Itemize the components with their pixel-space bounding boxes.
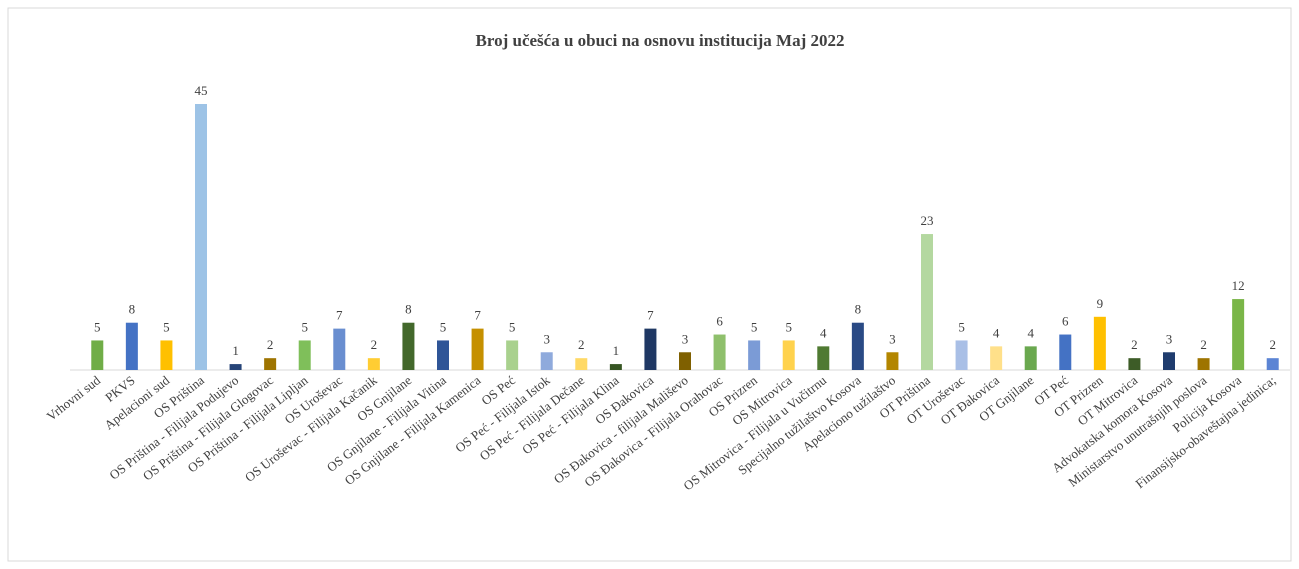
data-label: 5 <box>163 319 170 334</box>
bar <box>1128 358 1141 370</box>
bar <box>679 352 691 370</box>
bar <box>1197 358 1210 370</box>
data-label: 5 <box>301 319 308 334</box>
bar <box>921 234 933 370</box>
data-label: 8 <box>129 302 136 317</box>
bar <box>471 328 484 370</box>
data-label: 23 <box>921 213 934 228</box>
bar <box>540 352 553 370</box>
data-label: 1 <box>232 343 239 358</box>
data-label: 2 <box>1131 337 1138 352</box>
data-label: 2 <box>1269 337 1276 352</box>
data-label: 12 <box>1232 278 1245 293</box>
bar <box>990 346 1003 370</box>
data-label: 6 <box>716 314 723 329</box>
bar <box>1163 352 1175 370</box>
data-label: 1 <box>613 343 620 358</box>
data-label: 4 <box>820 325 827 340</box>
data-label: 3 <box>1166 331 1173 346</box>
bar <box>886 352 899 370</box>
data-label: 7 <box>474 308 481 323</box>
bar <box>229 364 242 370</box>
bar <box>1024 346 1037 370</box>
chart-title: Broj učešća u obuci na osnovu institucij… <box>476 31 845 50</box>
bar <box>437 340 449 370</box>
data-label: 45 <box>195 83 208 98</box>
data-label: 3 <box>889 331 896 346</box>
bar <box>333 328 346 370</box>
bar <box>160 340 173 370</box>
data-label: 5 <box>440 319 447 334</box>
data-label: 3 <box>543 331 550 346</box>
bar <box>609 364 622 370</box>
bar <box>782 340 795 370</box>
bar <box>851 322 864 370</box>
bar <box>1266 358 1279 370</box>
bar <box>195 104 207 370</box>
bar <box>402 322 415 370</box>
data-label: 2 <box>578 337 585 352</box>
bar <box>575 358 588 370</box>
data-label: 5 <box>751 319 758 334</box>
bar <box>91 340 104 370</box>
data-label: 5 <box>94 319 101 334</box>
bar <box>264 358 277 370</box>
data-label: 8 <box>405 302 412 317</box>
chart-border <box>7 7 1292 562</box>
bar <box>367 358 380 370</box>
bar <box>817 346 830 370</box>
data-label: 5 <box>958 319 965 334</box>
bar <box>955 340 968 370</box>
data-label: 7 <box>647 308 654 323</box>
bar <box>1093 316 1106 370</box>
data-label: 9 <box>1097 296 1104 311</box>
bar <box>298 340 311 370</box>
data-label: 2 <box>1200 337 1207 352</box>
bar <box>713 334 726 370</box>
bar <box>644 328 657 370</box>
data-label: 2 <box>267 337 274 352</box>
data-label: 6 <box>1062 314 1069 329</box>
bar <box>125 322 138 370</box>
bar <box>748 340 761 370</box>
bar <box>1232 299 1245 370</box>
data-label: 4 <box>993 325 1000 340</box>
data-label: 5 <box>509 319 516 334</box>
data-label: 4 <box>1027 325 1034 340</box>
bar <box>506 340 519 370</box>
data-label: 5 <box>785 319 792 334</box>
bar <box>1059 334 1072 370</box>
data-label: 3 <box>682 331 689 346</box>
data-label: 2 <box>371 337 378 352</box>
data-label: 8 <box>855 302 862 317</box>
data-label: 7 <box>336 308 343 323</box>
